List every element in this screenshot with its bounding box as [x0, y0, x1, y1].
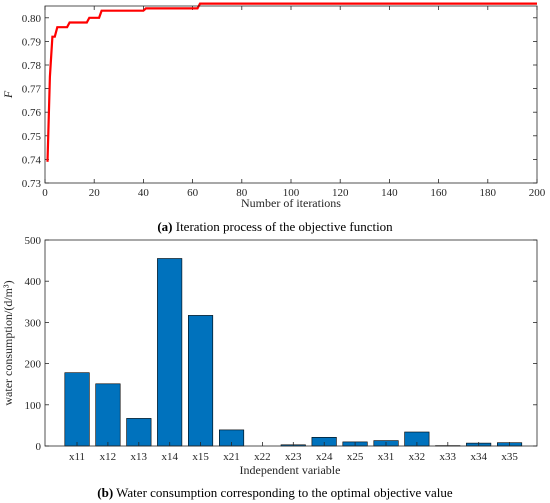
- b-caption: (b) Water consumption corresponding to t…: [97, 485, 453, 500]
- a-caption: (a) Iteration process of the objective f…: [157, 219, 393, 234]
- b-y-tick-label: 200: [25, 359, 42, 371]
- b-bar: [126, 418, 152, 447]
- b-x-tick-label: x35: [501, 451, 518, 463]
- b-y-tick-label: 0: [36, 441, 42, 453]
- a-caption-prefix: (a): [157, 219, 172, 234]
- a-x-tick-label: 140: [381, 187, 398, 199]
- b-bar: [95, 383, 121, 447]
- b-x-ticks: x11 x12 x13 x14 x15 x21 x22 x23 x24 x25 x31 x32 x33 x…: [69, 442, 518, 463]
- a-caption-text: Iteration process of the objective funct…: [172, 219, 393, 234]
- b-bar: [64, 372, 90, 447]
- b-caption-prefix: (b): [97, 485, 113, 500]
- a-y-tick-label: 0.78: [22, 60, 42, 72]
- b-x-tick-label: x34: [470, 451, 487, 463]
- a-series-line: [46, 2, 537, 162]
- b-x-tick-label: x25: [347, 451, 364, 463]
- b-y-tick-label: 400: [25, 276, 42, 288]
- b-x-tick-label: x15: [192, 451, 209, 463]
- a-x-tick-label: 0: [42, 187, 48, 199]
- b-x-tick-label: x23: [285, 451, 302, 463]
- iteration-chart: 0.73 0.74 0.75 0.76 0.77 0.78 0.79 0.80 0 20 40 60…: [1, 2, 546, 234]
- b-y-tick-label: 500: [25, 235, 42, 247]
- b-x-tick-label: x33: [440, 451, 457, 463]
- b-x-tick-label: x22: [254, 451, 271, 463]
- a-x-tick-label: 180: [480, 187, 497, 199]
- b-x-tick-label: x31: [378, 451, 395, 463]
- a-x-tick-label: 60: [187, 187, 199, 199]
- b-bars: [64, 258, 523, 447]
- b-x-tick-label: x13: [131, 451, 148, 463]
- b-y-tick-label: 100: [25, 400, 42, 412]
- a-y-tick-label: 0.79: [22, 36, 42, 48]
- b-bar: [188, 315, 214, 447]
- a-y-tick-label: 0.75: [22, 131, 42, 143]
- b-x-tick-label: x32: [409, 451, 426, 463]
- b-x-tick-label: x14: [161, 451, 178, 463]
- a-y-tick-label: 0.73: [22, 178, 42, 190]
- a-x-ticks: 0 20 40 60 80 100 120 140 160 180 200: [42, 6, 546, 199]
- b-bar: [157, 258, 183, 447]
- a-plot-frame: [44, 5, 538, 184]
- b-x-tick-label: x12: [100, 451, 117, 463]
- b-y-axis-label: water consumption/(d/m³): [1, 280, 15, 405]
- a-x-tick-label: 40: [138, 187, 150, 199]
- b-x-tick-label: x11: [69, 451, 85, 463]
- b-x-tick-label: x21: [223, 451, 240, 463]
- a-x-tick-label: 120: [332, 187, 349, 199]
- a-x-tick-label: 160: [430, 187, 447, 199]
- b-x-axis-label: Independent variable: [240, 463, 341, 477]
- water-consumption-chart: 0 100 200 300 400 500 x11 x12 x13 x14 x15 x21 x22 x2…: [1, 235, 538, 500]
- b-plot-frame: [44, 239, 538, 447]
- b-y-ticks: 0 100 200 300 400 500: [25, 235, 537, 453]
- a-y-tick-label: 0.74: [22, 154, 42, 166]
- a-x-tick-label: 200: [529, 187, 546, 199]
- a-x-tick-label: 80: [236, 187, 248, 199]
- a-x-axis-label: Number of iterations: [241, 196, 341, 210]
- a-y-tick-label: 0.76: [22, 107, 42, 119]
- a-x-tick-label: 100: [283, 187, 300, 199]
- a-y-ticks: 0.73 0.74 0.75 0.76 0.77 0.78 0.79 0.80: [22, 13, 537, 190]
- a-y-tick-label: 0.77: [22, 84, 42, 96]
- b-y-tick-label: 300: [25, 317, 42, 329]
- a-x-tick-label: 20: [89, 187, 101, 199]
- a-y-tick-label: 0.80: [22, 13, 42, 25]
- b-caption-text: Water consumption corresponding to the o…: [113, 485, 453, 500]
- b-x-tick-label: x24: [316, 451, 333, 463]
- a-y-axis-label: F: [1, 90, 15, 99]
